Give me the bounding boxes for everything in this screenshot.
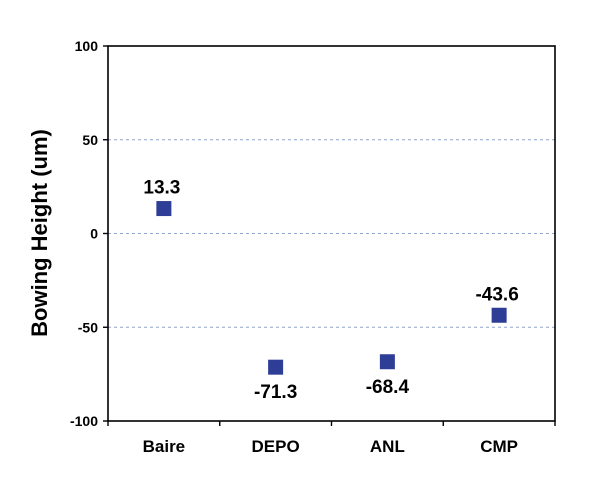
data-markers [156, 201, 507, 375]
y-tick-label: 0 [90, 226, 98, 242]
y-tick-label: 50 [82, 132, 98, 148]
x-category-labels: Baire DEPO ANL CMP [143, 437, 518, 456]
y-tick-label: -100 [70, 413, 98, 429]
grid-lines [108, 139, 555, 328]
data-label: -43.6 [475, 284, 518, 305]
axes [103, 45, 556, 426]
y-tick-label: -50 [78, 319, 98, 335]
y-axis-title: Bowing Height (um) [27, 129, 52, 337]
data-marker [491, 307, 507, 323]
data-marker [268, 359, 284, 375]
x-category-label: CMP [480, 437, 518, 456]
x-category-label: DEPO [252, 437, 300, 456]
data-label: -68.4 [366, 377, 410, 398]
data-marker [156, 201, 172, 217]
data-label: 13.3 [143, 178, 180, 199]
y-tick-labels: -100 -50 0 50 100 [70, 38, 98, 429]
y-tick-label: 100 [75, 38, 99, 54]
data-label: -71.3 [254, 382, 297, 403]
data-labels: 13.3 -71.3 -68.4 -43.6 [143, 178, 518, 404]
x-category-label: Baire [143, 437, 186, 456]
x-category-label: ANL [370, 437, 405, 456]
data-marker [379, 354, 395, 370]
